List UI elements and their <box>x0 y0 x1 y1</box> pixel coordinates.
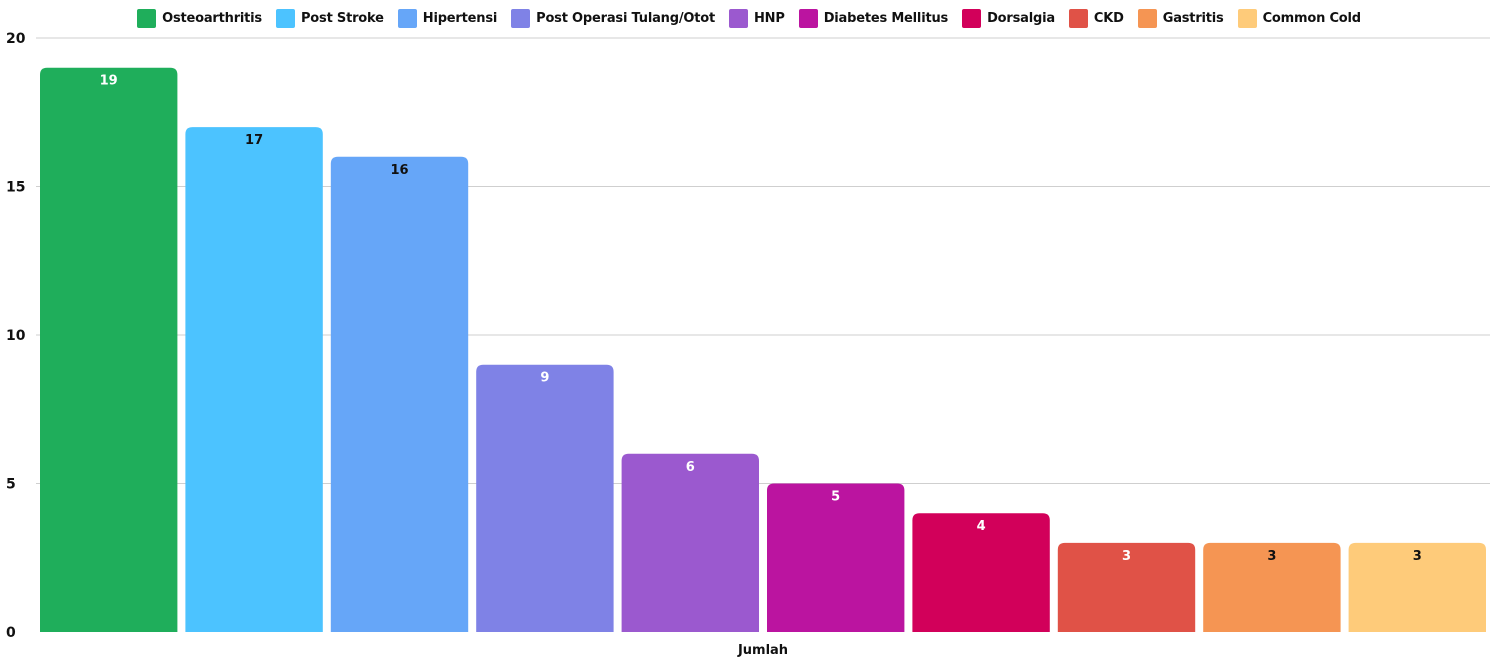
legend-swatch <box>1137 8 1157 28</box>
legend-item-dorsalgia: Dorsalgia <box>962 8 1055 28</box>
legend-item-diabetes-mellitus: Diabetes Mellitus <box>798 8 949 28</box>
bar-post-stroke <box>185 127 323 632</box>
legend-item-post-operasi-tulang-otot: Post Operasi Tulang/Otot <box>511 8 715 28</box>
data-label-post-stroke: 17 <box>245 133 263 148</box>
legend-label: HNP <box>753 10 785 26</box>
data-label-hipertensi: 16 <box>390 163 408 178</box>
data-label-gastritis: 3 <box>1267 549 1276 564</box>
legend-swatch <box>798 8 818 28</box>
legend-item-common-cold: Common Cold <box>1237 8 1362 28</box>
legend-item-gastritis: Gastritis <box>1137 8 1224 28</box>
legend-swatch <box>1068 8 1088 28</box>
bar-hipertensi <box>330 156 469 633</box>
legend-swatch <box>962 8 982 28</box>
data-label-ckd: 3 <box>1122 549 1131 564</box>
legend-swatch <box>275 8 295 28</box>
legend: Osteoarthritis Post Stroke Hipertensi Post … <box>0 6 1498 30</box>
legend-item-ckd: CKD <box>1068 8 1124 28</box>
legend-item-osteoarthritis: Osteoarthritis <box>137 8 262 28</box>
legend-label: Common Cold <box>1262 10 1362 26</box>
legend-label: Dorsalgia <box>987 10 1055 26</box>
data-label-diabetes-mellitus: 5 <box>831 490 840 505</box>
bar-post-operasi-tulang-otot <box>476 364 614 632</box>
legend-label: CKD <box>1093 10 1124 26</box>
data-label-dorsalgia: 4 <box>977 519 986 534</box>
legend-item-hipertensi: Hipertensi <box>397 8 498 28</box>
legend-swatch <box>511 8 531 28</box>
bar-common-cold <box>1348 542 1486 632</box>
legend-swatch <box>728 8 748 28</box>
y-tick-label: 0 <box>6 625 16 641</box>
bar-osteoarthritis <box>40 67 178 632</box>
legend-label: Diabetes Mellitus <box>823 10 949 26</box>
legend-item-post-stroke: Post Stroke <box>275 8 384 28</box>
legend-label: Gastritis <box>1162 10 1224 26</box>
y-tick-label: 15 <box>6 180 25 196</box>
x-category-label: Jumlah <box>737 643 788 658</box>
bar-dorsalgia <box>912 513 1050 632</box>
legend-label: Post Operasi Tulang/Otot <box>536 10 715 26</box>
data-label-osteoarthritis: 19 <box>100 74 118 89</box>
bar-diabetes-mellitus <box>767 483 905 632</box>
legend-label: Hipertensi <box>422 10 498 26</box>
data-label-post-operasi-tulang-otot: 9 <box>540 371 549 386</box>
legend-label: Post Stroke <box>300 10 384 26</box>
legend-swatch <box>137 8 157 28</box>
bar-gastritis <box>1203 542 1341 632</box>
bar-hnp <box>621 453 759 632</box>
data-label-hnp: 6 <box>686 460 695 475</box>
data-label-common-cold: 3 <box>1413 549 1422 564</box>
y-tick-label: 20 <box>6 31 26 47</box>
y-tick-label: 5 <box>6 477 16 493</box>
legend-item-hnp: HNP <box>728 8 785 28</box>
y-tick-label: 10 <box>6 328 26 344</box>
legend-swatch <box>397 8 417 28</box>
bar-ckd <box>1057 542 1196 632</box>
legend-swatch <box>1237 8 1257 28</box>
legend-label: Osteoarthritis <box>162 10 262 26</box>
